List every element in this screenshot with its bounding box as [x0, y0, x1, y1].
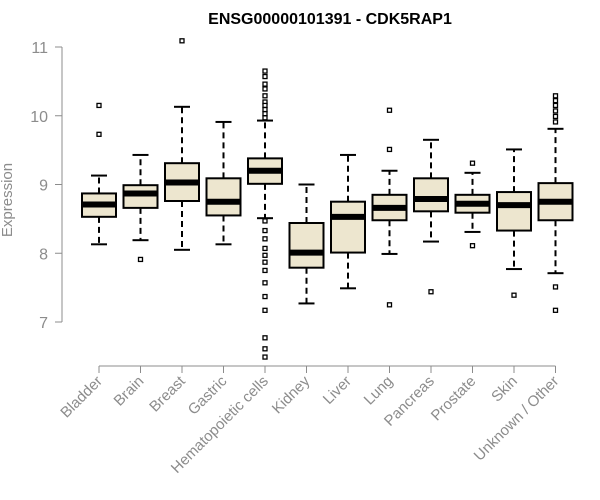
box-liver — [330, 153, 366, 290]
x-tick-label: Lung — [361, 373, 397, 409]
iqr-box — [205, 177, 242, 217]
outlier-point — [552, 108, 559, 114]
outlier-point — [262, 354, 268, 360]
box-hematopoietic-cells — [247, 68, 283, 360]
chart-title: ENSG00000101391 - CDK5RAP1 — [208, 11, 452, 28]
outlier-point — [386, 146, 393, 153]
outlier-point — [262, 245, 268, 252]
outlier-point — [262, 307, 268, 313]
outlier-point — [511, 292, 517, 298]
box-lung — [371, 107, 408, 308]
outlier-point — [262, 259, 268, 265]
iqr-box — [496, 191, 532, 232]
iqr-box — [288, 222, 325, 269]
outlier-point — [262, 106, 268, 113]
boxes-layer — [81, 38, 574, 360]
iqr-box — [413, 177, 449, 213]
y-tick-label: 11 — [31, 40, 48, 57]
box-breast — [164, 38, 200, 251]
outlier-point — [262, 86, 268, 92]
y-tick-label: 10 — [30, 109, 48, 126]
box-prostate — [454, 160, 491, 249]
outlier-point — [96, 131, 102, 137]
x-tick-label: Brain — [111, 373, 148, 410]
box-unknown-other — [537, 93, 574, 313]
outlier-point — [262, 68, 268, 74]
x-tick-label: Bladder — [57, 373, 106, 422]
box-skin — [496, 148, 532, 298]
outlier-point — [552, 113, 559, 120]
outlier-point — [262, 93, 268, 99]
outlier-point — [262, 73, 268, 80]
x-tick-label: Kidney — [269, 372, 314, 417]
outlier-point — [262, 218, 268, 224]
outlier-point — [262, 236, 268, 242]
outlier-point — [552, 284, 559, 290]
outlier-point — [262, 280, 268, 286]
iqr-box — [330, 200, 366, 254]
box-pancreas — [413, 138, 449, 295]
outlier-point — [386, 107, 393, 113]
outlier-point — [262, 115, 268, 121]
outlier-point — [552, 119, 559, 125]
outlier-point — [552, 307, 559, 313]
outlier-point — [469, 243, 476, 249]
outlier-point — [137, 256, 144, 263]
outlier-point — [386, 302, 393, 308]
outlier-point — [262, 293, 268, 300]
outlier-point — [96, 102, 102, 109]
outlier-point — [262, 252, 268, 258]
x-tick-label: Prostate — [428, 373, 480, 425]
y-tick-label: 8 — [39, 246, 48, 263]
outlier-point — [262, 111, 268, 117]
y-axis-label: Expression — [0, 163, 16, 237]
outlier-point — [469, 160, 476, 166]
x-tick-label: Breast — [146, 372, 189, 415]
y-axis: 7 8 9 10 11 — [30, 40, 63, 332]
box-brain — [122, 153, 159, 263]
outlier-point — [262, 346, 268, 352]
box-gastric — [205, 120, 242, 246]
box-bladder — [81, 102, 117, 246]
outlier-point — [262, 227, 268, 234]
outlier-point — [552, 97, 559, 104]
box-kidney — [288, 183, 325, 305]
outlier-point — [262, 267, 268, 274]
outlier-point — [552, 93, 559, 99]
y-tick-label: 7 — [39, 315, 48, 332]
x-tick-label: Skin — [488, 373, 521, 406]
outlier-point — [428, 289, 434, 295]
iqr-box — [122, 184, 159, 209]
outlier-point — [552, 102, 559, 109]
outlier-point — [179, 38, 185, 44]
outlier-point — [262, 335, 268, 341]
outlier-point — [262, 81, 268, 87]
x-tick-label: Liver — [320, 373, 355, 408]
outlier-point — [262, 102, 268, 109]
y-tick-label: 9 — [39, 178, 48, 195]
